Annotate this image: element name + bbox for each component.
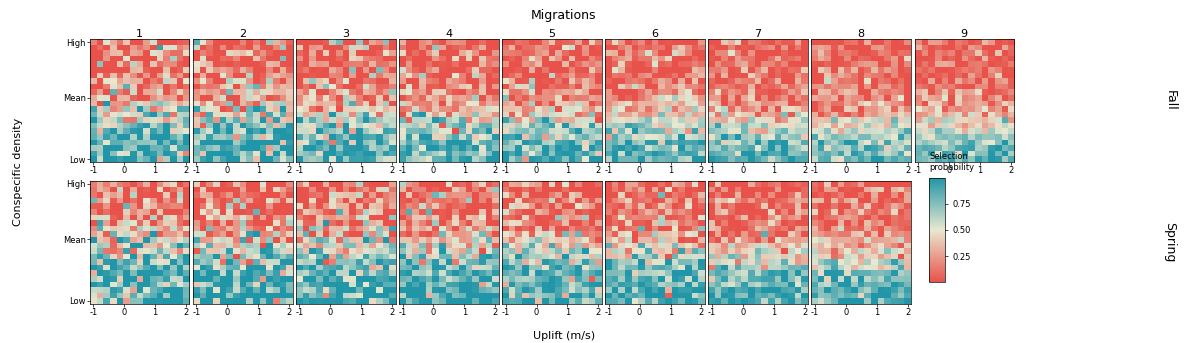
Title: 2: 2 <box>239 29 246 39</box>
Text: Migrations: Migrations <box>532 9 596 22</box>
Text: Uplift (m/s): Uplift (m/s) <box>533 331 595 341</box>
Text: Conspecific density: Conspecific density <box>13 117 23 226</box>
Title: 5: 5 <box>548 29 556 39</box>
Text: Fall: Fall <box>1164 91 1176 111</box>
Title: 4: 4 <box>445 29 452 39</box>
Title: 6: 6 <box>652 29 659 39</box>
Text: Spring: Spring <box>1164 222 1176 262</box>
Title: 3: 3 <box>342 29 349 39</box>
Title: 8: 8 <box>858 29 865 39</box>
Title: 7: 7 <box>755 29 762 39</box>
Title: 9: 9 <box>961 29 968 39</box>
Title: 1: 1 <box>137 29 143 39</box>
Text: Selection
probability: Selection probability <box>930 152 974 172</box>
